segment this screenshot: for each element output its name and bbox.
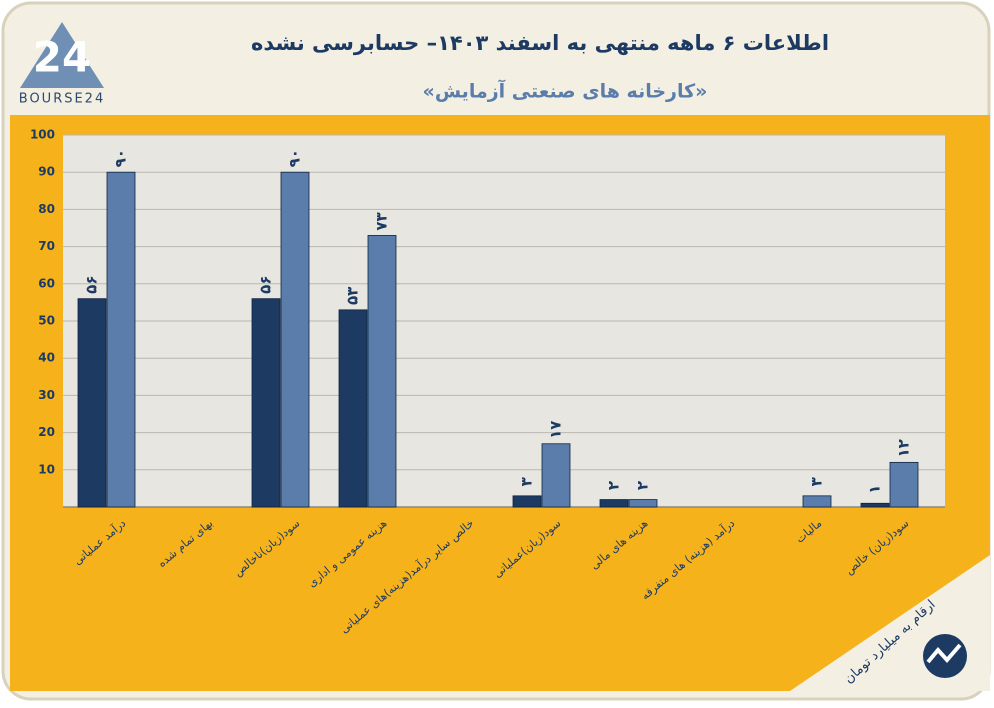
- value-label: ۱: [866, 485, 884, 494]
- y-tick-label: 90: [38, 165, 55, 179]
- value-label: ۱۲: [895, 439, 913, 457]
- y-tick-label: 80: [38, 202, 55, 216]
- logo-text: BOURSE24: [19, 92, 105, 107]
- y-tick-label: 30: [38, 388, 55, 402]
- value-label: ۲: [605, 481, 623, 490]
- bar: [541, 443, 571, 508]
- y-tick-label: 40: [38, 351, 55, 365]
- value-label: ۹۰: [112, 149, 130, 167]
- value-label: ۵۳: [344, 287, 362, 305]
- value-label: ۵۶: [83, 276, 101, 294]
- value-label: ۱۷: [547, 421, 565, 439]
- value-label: ۵۶: [257, 276, 275, 294]
- chart-title: اطلاعات ۶ ماهه منتهی به اسفند ۱۴۰۳– حساب…: [251, 31, 829, 55]
- y-tick-label: 10: [38, 462, 55, 476]
- chart-subtitle: «کارخانه های صنعتی آزمایش»: [423, 79, 708, 103]
- y-tick-label: 70: [38, 239, 55, 253]
- bar: [280, 171, 310, 508]
- bar: [860, 502, 890, 508]
- value-label: ۲: [634, 481, 652, 490]
- logo-mark: 24: [33, 33, 91, 82]
- bar: [889, 461, 919, 508]
- logo-shape: [20, 22, 104, 88]
- value-label: ۳: [518, 477, 536, 486]
- value-label: ۳: [808, 477, 826, 486]
- bar: [628, 499, 658, 508]
- note-icon-line: [926, 643, 962, 664]
- bar: [802, 495, 832, 508]
- bar: [338, 309, 368, 508]
- bar: [367, 235, 397, 508]
- bar: [106, 171, 136, 508]
- y-tick-label: 20: [38, 425, 55, 439]
- y-tick-label: 100: [30, 128, 55, 142]
- bar: [251, 298, 281, 508]
- bar: [512, 495, 542, 508]
- bar: [599, 499, 629, 508]
- value-label: ۷۳: [373, 212, 391, 230]
- y-tick-label: 60: [38, 276, 55, 290]
- value-label: ۹۰: [286, 149, 304, 167]
- bar: [77, 298, 107, 508]
- y-tick-label: 50: [38, 314, 55, 328]
